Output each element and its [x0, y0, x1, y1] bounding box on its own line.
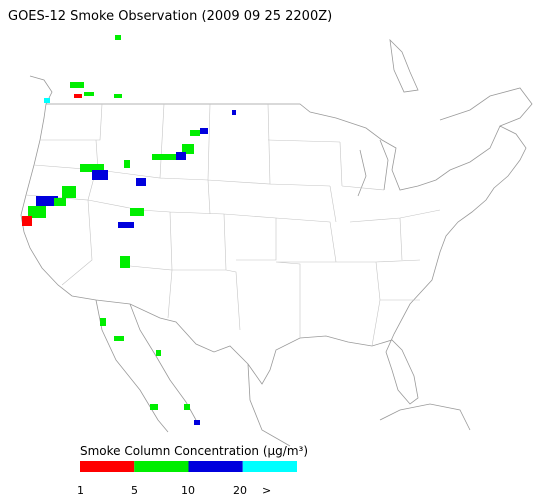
smoke-pixel: [80, 164, 104, 172]
smoke-pixel: [136, 178, 146, 186]
legend: 1 5 10 20 >: [77, 461, 297, 497]
legend-label: 5: [131, 484, 138, 497]
smoke-pixel: [130, 208, 144, 216]
smoke-pixel: [232, 110, 236, 115]
smoke-pixel: [118, 222, 134, 228]
smoke-detections: [22, 35, 236, 425]
smoke-pixel: [176, 152, 186, 160]
legend-title: Smoke Column Concentration (μg/m³): [80, 444, 308, 458]
smoke-pixel: [114, 94, 122, 98]
smoke-pixel: [44, 98, 50, 103]
state-line: [25, 103, 441, 347]
state-lines: [25, 103, 441, 347]
country-border: [20, 103, 527, 405]
legend-swatch: [134, 461, 189, 472]
smoke-pixel: [70, 82, 84, 88]
smoke-pixel: [74, 94, 82, 98]
smoke-pixel: [100, 318, 106, 326]
base-map: [20, 38, 533, 447]
smoke-pixel: [182, 144, 194, 154]
smoke-pixel: [190, 130, 200, 136]
smoke-pixel: [124, 160, 130, 168]
canada-coast: [29, 38, 533, 197]
mexico-border: [95, 299, 471, 447]
smoke-pixel: [184, 404, 190, 410]
smoke-pixel: [120, 256, 130, 268]
legend-label: >: [262, 484, 271, 497]
smoke-pixel: [150, 404, 158, 410]
smoke-pixel: [194, 420, 200, 425]
legend-label: 10: [181, 484, 195, 497]
legend-swatch: [242, 461, 297, 472]
smoke-pixel: [84, 92, 94, 96]
smoke-pixel: [115, 35, 121, 40]
legend-label: 1: [77, 484, 84, 497]
legend-swatch: [188, 461, 243, 472]
smoke-pixel: [114, 336, 124, 341]
legend-swatch: [80, 461, 135, 472]
smoke-pixel: [28, 206, 46, 218]
legend-label: 20: [233, 484, 247, 497]
smoke-pixel: [62, 186, 76, 198]
smoke-pixel: [22, 216, 32, 226]
smoke-pixel: [200, 128, 208, 134]
smoke-pixel: [92, 170, 108, 180]
map-title: GOES-12 Smoke Observation (2009 09 25 22…: [8, 9, 332, 24]
smoke-pixel: [36, 196, 58, 206]
smoke-pixel: [152, 154, 176, 160]
smoke-pixel: [54, 198, 66, 206]
smoke-pixel: [156, 350, 161, 356]
